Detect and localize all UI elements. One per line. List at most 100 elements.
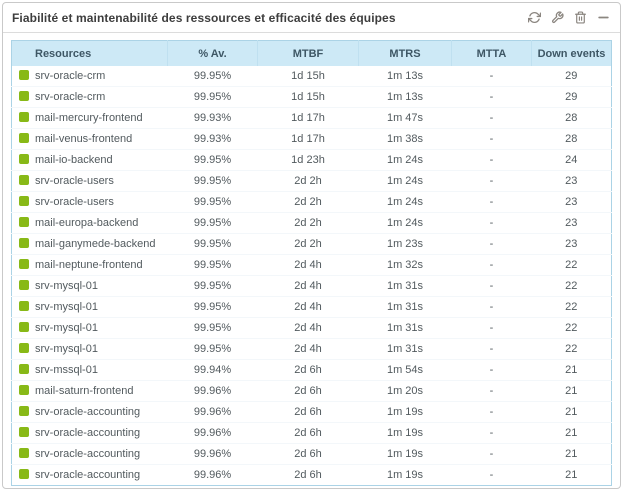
resource-cell: srv-oracle-crm bbox=[12, 66, 168, 87]
resource-cell: mail-neptune-frontend bbox=[11, 254, 168, 276]
resource-name: srv-oracle-accounting bbox=[35, 469, 141, 481]
availability-value: 99.95% bbox=[167, 170, 258, 192]
status-ok-icon bbox=[19, 196, 29, 206]
mtta-value: - bbox=[451, 338, 532, 360]
mtta-value: - bbox=[451, 443, 532, 465]
table-row: srv-oracle-users 99.95% 2d 2h 1m 24s - 2… bbox=[11, 191, 612, 213]
mtta-value: - bbox=[451, 359, 532, 381]
mtta-value: - bbox=[451, 464, 532, 486]
mtrs-value: 1m 24s bbox=[358, 212, 452, 234]
resource-cell: srv-oracle-accounting bbox=[11, 464, 168, 486]
resource-cell: srv-mysql-01 bbox=[11, 317, 168, 339]
down-events-value: 21 bbox=[531, 401, 612, 423]
mtta-value: - bbox=[451, 275, 532, 297]
column-header-mtrs[interactable]: MTRS bbox=[358, 40, 452, 66]
column-header-mtbf[interactable]: MTBF bbox=[257, 40, 359, 66]
mtrs-value: 1m 31s bbox=[358, 317, 452, 339]
table-row: mail-neptune-frontend 99.95% 2d 4h 1m 32… bbox=[11, 254, 612, 276]
status-ok-icon bbox=[19, 385, 29, 395]
availability-value: 99.95% bbox=[167, 191, 258, 213]
reliability-widget-panel: Fiabilité et maintenabilité des ressourc… bbox=[2, 2, 621, 489]
availability-value: 99.95% bbox=[167, 212, 258, 234]
down-events-value: 29 bbox=[531, 86, 612, 108]
table-row: mail-venus-frontend 99.93% 1d 17h 1m 38s… bbox=[11, 128, 612, 150]
mtta-value: - bbox=[451, 86, 532, 108]
resource-name: mail-venus-frontend bbox=[35, 133, 133, 145]
mtbf-value: 2d 6h bbox=[257, 401, 359, 423]
availability-value: 99.93% bbox=[167, 107, 258, 129]
resource-name: mail-europa-backend bbox=[35, 217, 139, 229]
mtrs-value: 1m 19s bbox=[358, 422, 452, 444]
column-header-availability[interactable]: % Av. bbox=[167, 40, 258, 66]
refresh-icon[interactable] bbox=[527, 11, 541, 25]
mtta-value: - bbox=[451, 107, 532, 129]
mtrs-value: 1m 24s bbox=[358, 191, 452, 213]
table-row: mail-ganymede-backend 99.95% 2d 2h 1m 23… bbox=[11, 233, 612, 255]
resource-name: srv-oracle-users bbox=[35, 175, 114, 187]
mtbf-value: 2d 6h bbox=[257, 380, 359, 402]
mtta-value: - bbox=[451, 254, 532, 276]
resource-name: srv-oracle-accounting bbox=[35, 427, 141, 439]
table-row: srv-oracle-crm 99.95% 1d 15h 1m 13s - 29 bbox=[12, 66, 612, 87]
resource-cell: mail-mercury-frontend bbox=[11, 107, 168, 129]
resource-name: srv-mysql-01 bbox=[35, 301, 98, 313]
mtbf-value: 2d 2h bbox=[257, 191, 359, 213]
table-body: srv-oracle-crm 99.95% 1d 15h 1m 13s - 29… bbox=[11, 66, 612, 486]
status-ok-icon bbox=[19, 301, 29, 311]
mtrs-value: 1m 38s bbox=[358, 128, 452, 150]
availability-value: 99.95% bbox=[167, 149, 258, 171]
mtta-value: - bbox=[451, 191, 532, 213]
mtbf-value: 1d 23h bbox=[257, 149, 359, 171]
table-row: srv-mssql-01 99.94% 2d 6h 1m 54s - 21 bbox=[11, 359, 612, 381]
availability-value: 99.95% bbox=[167, 317, 258, 339]
table-row: srv-oracle-accounting 99.96% 2d 6h 1m 19… bbox=[11, 443, 612, 465]
down-events-value: 23 bbox=[531, 233, 612, 255]
resource-name: srv-oracle-users bbox=[35, 196, 114, 208]
resources-table: Resources % Av. MTBF MTRS MTTA Down even… bbox=[11, 40, 612, 486]
table-row: srv-mysql-01 99.95% 2d 4h 1m 31s - 22 bbox=[11, 317, 612, 339]
mtrs-value: 1m 19s bbox=[358, 401, 452, 423]
table-header: Resources % Av. MTBF MTRS MTTA Down even… bbox=[11, 40, 612, 66]
resource-name: mail-neptune-frontend bbox=[35, 259, 143, 271]
table-row: srv-oracle-crm 99.95% 1d 15h 1m 13s - 29 bbox=[11, 86, 612, 108]
minus-icon[interactable] bbox=[596, 11, 610, 25]
table-row: srv-mysql-01 99.95% 2d 4h 1m 31s - 22 bbox=[11, 275, 612, 297]
column-header-resources[interactable]: Resources bbox=[11, 40, 168, 66]
mtta-value: - bbox=[451, 317, 532, 339]
mtta-value: - bbox=[451, 212, 532, 234]
trash-icon[interactable] bbox=[573, 11, 587, 25]
status-ok-icon bbox=[19, 238, 29, 248]
availability-value: 99.96% bbox=[167, 380, 258, 402]
status-ok-icon bbox=[19, 448, 29, 458]
mtrs-value: 1m 13s bbox=[358, 86, 452, 108]
mtbf-value: 2d 4h bbox=[257, 338, 359, 360]
mtbf-value: 2d 2h bbox=[257, 170, 359, 192]
mtbf-value: 2d 6h bbox=[257, 422, 359, 444]
column-header-mtta[interactable]: MTTA bbox=[451, 40, 532, 66]
resource-cell: srv-mysql-01 bbox=[11, 338, 168, 360]
mtta-value: - bbox=[451, 422, 532, 444]
mtbf-value: 2d 2h bbox=[257, 233, 359, 255]
resource-cell: srv-mysql-01 bbox=[11, 275, 168, 297]
availability-value: 99.95% bbox=[167, 86, 258, 108]
down-events-value: 22 bbox=[531, 338, 612, 360]
down-events-value: 21 bbox=[531, 443, 612, 465]
widget-actions bbox=[527, 11, 610, 25]
mtrs-value: 1m 24s bbox=[358, 170, 452, 192]
column-header-down-events[interactable]: Down events bbox=[531, 40, 612, 66]
resource-cell: srv-oracle-accounting bbox=[11, 443, 168, 465]
down-events-value: 22 bbox=[531, 296, 612, 318]
mtbf-value: 1d 15h bbox=[257, 86, 359, 108]
table-row: mail-saturn-frontend 99.96% 2d 6h 1m 20s… bbox=[11, 380, 612, 402]
resource-cell: srv-oracle-users bbox=[11, 191, 168, 213]
mtrs-value: 1m 31s bbox=[358, 275, 452, 297]
mtrs-value: 1m 47s bbox=[358, 107, 452, 129]
resource-name: srv-mssql-01 bbox=[35, 364, 98, 376]
resource-cell: mail-io-backend bbox=[11, 149, 168, 171]
resource-name: srv-mysql-01 bbox=[35, 280, 98, 292]
table-row: srv-mysql-01 99.95% 2d 4h 1m 31s - 22 bbox=[11, 296, 612, 318]
availability-value: 99.96% bbox=[167, 464, 258, 486]
resource-name: srv-oracle-accounting bbox=[35, 406, 141, 418]
resource-cell: srv-mysql-01 bbox=[11, 296, 168, 318]
wrench-icon[interactable] bbox=[550, 11, 564, 25]
